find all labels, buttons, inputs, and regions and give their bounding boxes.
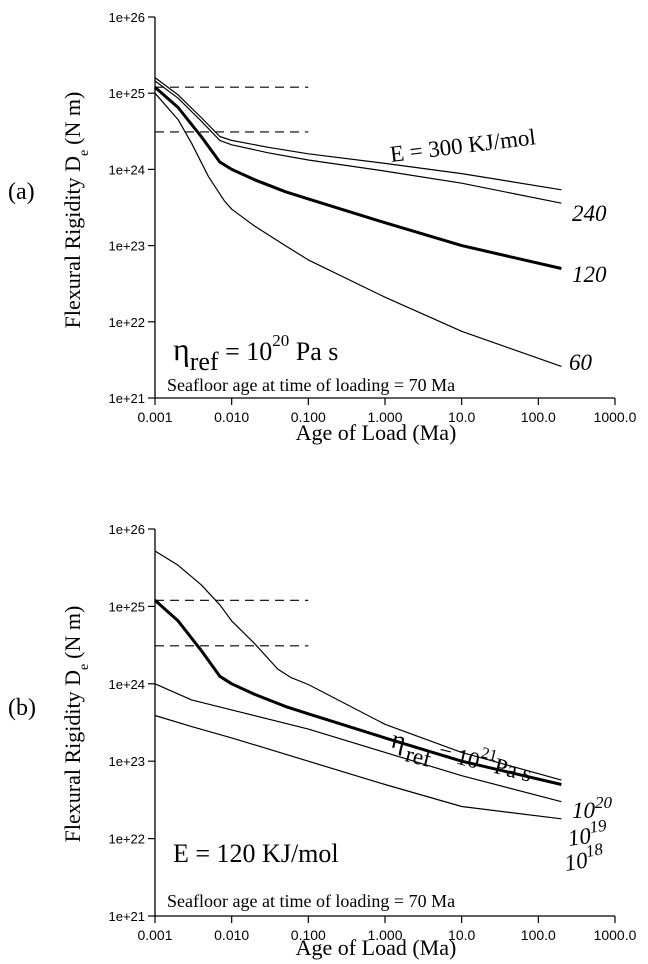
panel-b-y-tick-label: 1e+21 [108,909,145,924]
series-label-60: 60 [569,350,593,375]
panel-b-y-tick-label: 1e+26 [108,522,145,537]
panel-b-energy-annotation: E = 120 KJ/mol [173,839,339,868]
panel-a-eta-annotation: ηref = 1020 Pa s [173,331,338,376]
panel-b-x-tick-label: 0.100 [291,927,326,943]
series-label-1e19: 1019 [566,816,610,851]
panel-b-y-tick-label: 1e+24 [108,677,145,692]
panel-a-y-tick-label: 1e+21 [108,391,145,406]
panel-b-x-tick-label: 100.0 [521,927,556,943]
series-label-1e18: 1018 [562,839,607,876]
panel-b-x-tick-label: 1000.0 [594,927,637,943]
series-label-300: E = 300 KJ/mol [389,124,537,167]
panel-b-x-tick-label: 10.0 [448,927,475,943]
panel-b-series-line-2 [154,683,562,803]
panel-a-x-tick-label: 1000.0 [594,409,637,425]
panel-b-y-tick-label: 1e+23 [108,754,145,769]
panel-a-x-tick-label: 0.001 [137,409,172,425]
panel-a-y-tick-label: 1e+24 [108,162,145,177]
panel-a-series-line-3 [154,92,562,367]
panel-a-label: (a) [8,179,35,205]
panel-b-y-axis-label: Flexural Rigidity De(N m) [60,606,92,843]
panel-b-seafloor-note: Seafloor age at time of loading = 70 Ma [167,891,455,911]
chart-marks: 1e+21 1e+22 1e+23 1e+24 1e+25 1e+26 0.001 0.010… [108,10,636,943]
panel-b-x-axis-label: Age of Load (Ma) [296,935,457,960]
panel-a-y-axis-label: Flexural Rigidity De(N m) [60,92,92,329]
panel-b-y-tick-label: 1e+25 [108,599,145,614]
panel-b-series-line-3 [154,714,562,820]
panel-a-x-tick-label: 1.000 [367,409,402,425]
series-label-120: 120 [572,262,607,287]
panel-a-x-tick-label: 100.0 [521,409,556,425]
panel-a-x-tick-label: 0.010 [214,409,249,425]
series-label-240: 240 [572,201,607,226]
panel-a-y-tick-label: 1e+23 [108,239,145,254]
panel-a-y-tick-label: 1e+26 [108,10,145,25]
panel-b-x-tick-label: 1.000 [367,927,402,943]
panel-b-series-line-0 [154,550,562,781]
panel-b-series-line-1 [154,599,562,786]
panel-b-y-tick-label: 1e+22 [108,832,145,847]
panel-a-y-tick-label: 1e+25 [108,86,145,101]
panel-a-y-tick-label: 1e+22 [108,315,145,330]
panel-a-series-line-2 [154,86,562,270]
panel-a-x-tick-label: 0.100 [291,409,326,425]
panel-b-x-tick-label: 0.010 [214,927,249,943]
panel-a-seafloor-note: Seafloor age at time of loading = 70 Ma [167,375,455,395]
panel-b-x-tick-label: 0.001 [137,927,172,943]
panel-b: (b) Flexural Rigidity De(N m) Age of Loa… [8,606,613,960]
panel-b-label: (b) [8,695,36,721]
panel-a-x-tick-label: 10.0 [448,409,475,425]
panel-a-series-line-0 [154,77,562,191]
panel-a: (a) Flexural Rigidity De(N m) Age of Loa… [8,92,607,445]
panel-a-series-line-1 [154,80,562,204]
series-label-1e20: 1020 [572,793,613,823]
panel-a-x-axis-label: Age of Load (Ma) [296,420,457,445]
